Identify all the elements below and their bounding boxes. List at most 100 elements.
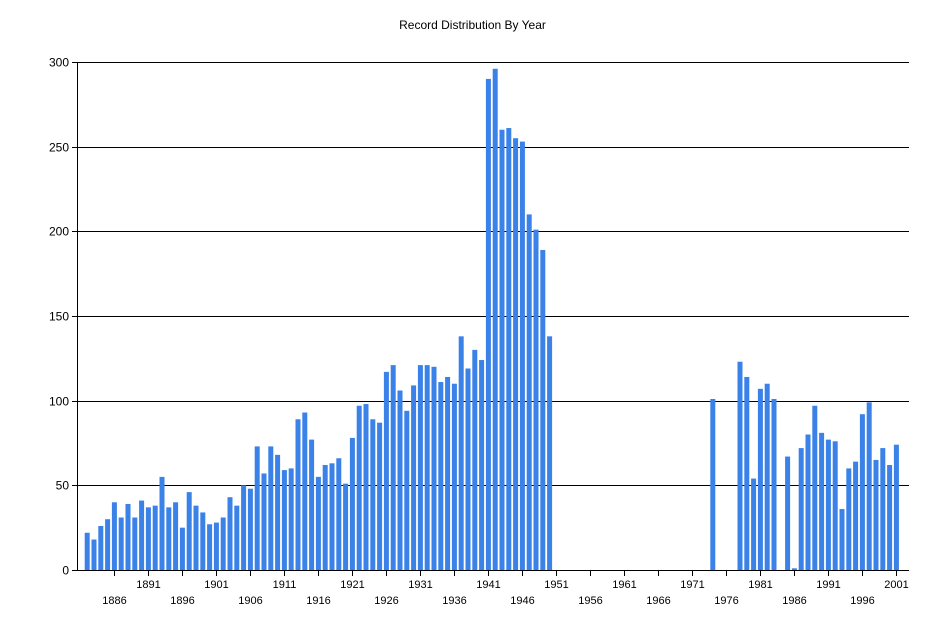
bar-1910 [275, 454, 281, 570]
bar-1914 [302, 412, 308, 570]
bar-1998 [873, 459, 879, 570]
bar-1993 [839, 509, 845, 570]
bar-1908 [261, 473, 267, 570]
x-tick-label-upper: 1921 [340, 579, 364, 591]
y-tick-label: 300 [49, 56, 69, 70]
bar-1927 [390, 365, 396, 570]
bar-1895 [173, 502, 179, 570]
bar-1919 [336, 458, 342, 570]
bar-1888 [125, 503, 131, 570]
bar-1917 [322, 465, 328, 570]
bar-1923 [363, 404, 369, 570]
bar-1916 [315, 476, 321, 570]
bar-1929 [404, 410, 410, 570]
x-tick-label-upper: 2001 [884, 579, 908, 591]
y-tick-label: 200 [49, 225, 69, 239]
bar-1898 [193, 505, 199, 570]
x-tick-label-lower: 1966 [646, 595, 670, 607]
bar-1889 [132, 517, 138, 570]
x-tick-label-upper: 1931 [408, 579, 432, 591]
bar-1989 [812, 405, 818, 570]
bar-1890 [139, 500, 145, 570]
bar-1904 [234, 505, 240, 570]
bar-1920 [343, 483, 349, 570]
bar-1882 [84, 532, 90, 570]
bar-1906 [247, 488, 253, 570]
bar-1930 [411, 385, 417, 570]
y-tick-label: 50 [56, 479, 70, 493]
bar-1913 [295, 419, 301, 570]
bar-1992 [832, 441, 838, 570]
bar-1907 [254, 446, 260, 570]
bar-1948 [533, 229, 539, 570]
bar-1900 [207, 524, 213, 570]
bar-1939 [472, 349, 478, 570]
bar-1982 [764, 383, 770, 570]
bar-1985 [785, 456, 791, 570]
bar-1918 [329, 463, 335, 570]
bar-1928 [397, 390, 403, 570]
bar-1885 [105, 519, 111, 570]
bar-1974 [710, 398, 716, 570]
bar-1983 [771, 398, 777, 570]
x-tick-label-lower: 1996 [850, 595, 874, 607]
bar-1943 [499, 129, 505, 571]
bar-1945 [513, 138, 519, 570]
bar-1950 [547, 336, 553, 570]
bar-1995 [853, 461, 859, 570]
bar-1886 [111, 502, 117, 570]
x-tick-label-lower: 1896 [170, 595, 194, 607]
bar-1901 [213, 522, 219, 570]
bar-1893 [159, 476, 165, 570]
x-tick-label-upper: 1891 [136, 579, 160, 591]
bar-1940 [479, 360, 485, 570]
y-tick-label: 250 [49, 141, 69, 155]
x-tick-label-lower: 1986 [782, 595, 806, 607]
x-tick-label-lower: 1886 [102, 595, 126, 607]
bar-1887 [118, 517, 124, 570]
bar-1933 [431, 366, 437, 570]
bar-1897 [186, 492, 192, 570]
bar-1926 [383, 371, 389, 570]
bar-1996 [859, 414, 865, 570]
bar-1937 [458, 336, 464, 570]
x-tick-label-lower: 1976 [714, 595, 738, 607]
x-tick-label-lower: 1936 [442, 595, 466, 607]
x-tick-label-upper: 1981 [748, 579, 772, 591]
bar-1924 [370, 419, 376, 570]
bar-1892 [152, 505, 158, 570]
bar-1896 [179, 527, 185, 570]
bar-1894 [166, 507, 172, 570]
bar-1981 [757, 388, 763, 570]
bar-1941 [485, 78, 491, 571]
bar-2001 [893, 444, 899, 570]
bar-1936 [451, 383, 457, 570]
x-tick-label-upper: 1971 [680, 579, 704, 591]
bar-1986 [791, 568, 797, 570]
bar-1903 [227, 497, 233, 570]
bar-1988 [805, 434, 811, 570]
x-tick-label-lower: 1946 [510, 595, 534, 607]
bar-2000 [887, 465, 893, 570]
axes: 0 50 100 150 200 250 300 1891 1901 1911 1921 1931 19… [49, 56, 909, 607]
x-tick-label-upper: 1941 [476, 579, 500, 591]
x-tick-label-lower: 1916 [306, 595, 330, 607]
x-tick-label-upper: 1991 [816, 579, 840, 591]
bar-1991 [825, 439, 831, 570]
bar-1946 [519, 141, 525, 570]
x-tick-label-lower: 1926 [374, 595, 398, 607]
bar-1994 [846, 468, 852, 570]
bar-1942 [492, 68, 498, 571]
x-tick-label-lower: 1956 [578, 595, 602, 607]
x-tick-label-upper: 1951 [544, 579, 568, 591]
y-tick-label: 100 [49, 395, 69, 409]
bar-1912 [288, 468, 294, 570]
x-tick-label-upper: 1901 [204, 579, 228, 591]
bar-1884 [98, 525, 104, 570]
bar-1980 [751, 478, 757, 570]
bars [84, 68, 899, 571]
bar-1921 [349, 437, 355, 570]
chart-title: Record Distribution By Year [399, 18, 546, 32]
